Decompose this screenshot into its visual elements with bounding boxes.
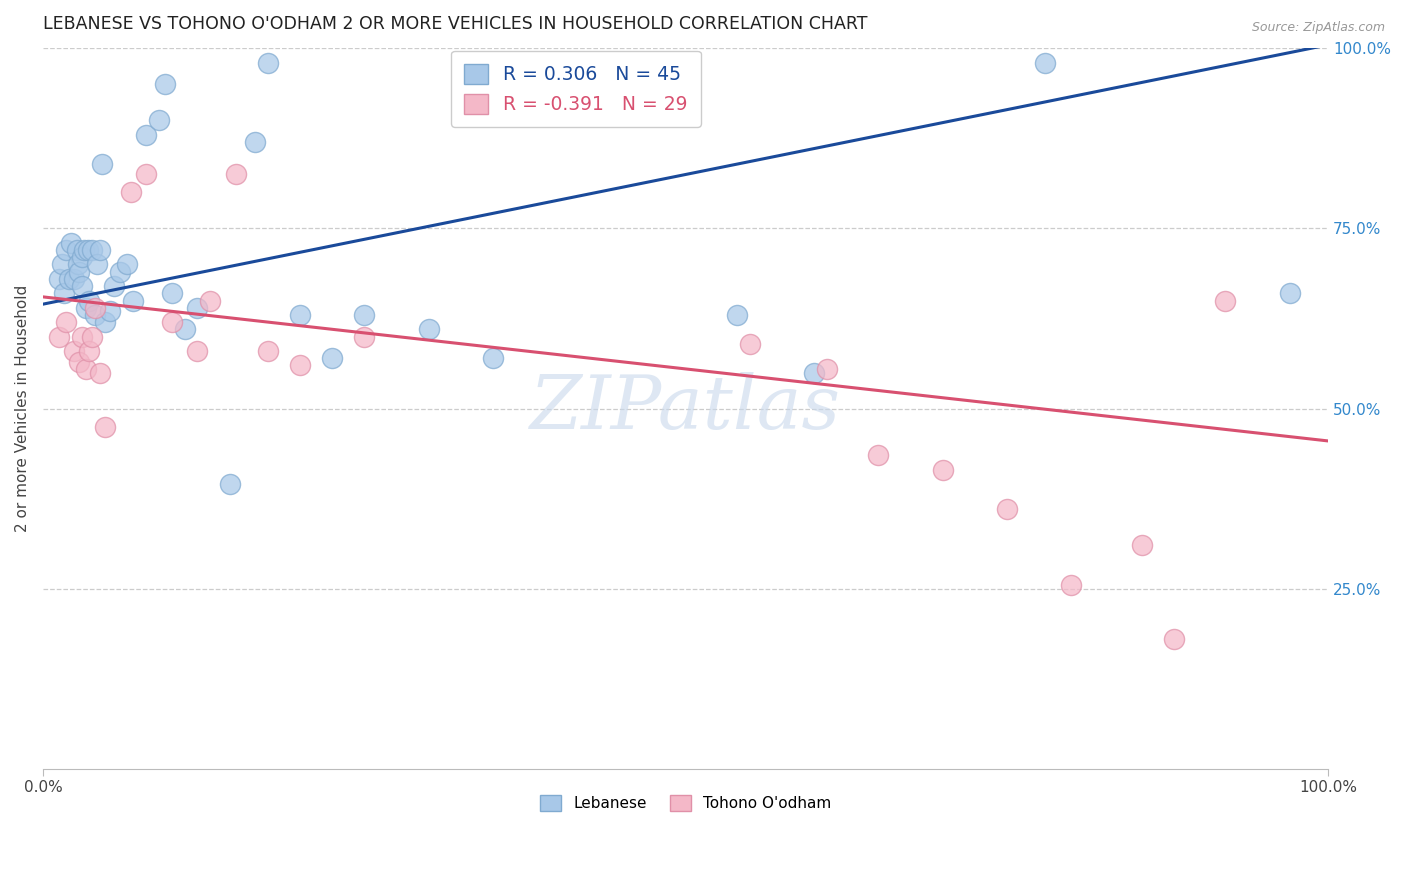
Point (160, 315, 183, 329)
Point (80, 243, 103, 257)
Point (94, 315, 117, 329)
Point (353, 308, 375, 322)
Point (148, 113, 170, 128)
Point (218, 477, 240, 491)
Point (257, 55, 280, 70)
Point (122, 293, 145, 308)
Point (60, 235, 83, 250)
Point (160, 286, 183, 301)
Point (52, 286, 75, 301)
Point (186, 343, 208, 358)
Point (79, 293, 101, 308)
Text: ZIPatlas: ZIPatlas (530, 372, 841, 445)
Point (83, 301, 105, 315)
Point (418, 322, 440, 336)
Point (67, 265, 90, 279)
Point (91, 156, 114, 170)
Point (115, 258, 138, 272)
Point (110, 265, 132, 279)
Point (89, 243, 111, 257)
Point (89, 366, 111, 380)
Point (155, 78, 177, 92)
Point (931, 463, 953, 477)
Point (58, 272, 80, 286)
Point (63, 272, 86, 286)
Point (70, 279, 93, 293)
Point (1035, 55, 1057, 70)
Point (173, 322, 195, 336)
Point (79, 343, 101, 358)
Text: LEBANESE VS TOHONO O'ODHAM 2 OR MORE VEHICLES IN HOUSEHOLD CORRELATION CHART: LEBANESE VS TOHONO O'ODHAM 2 OR MORE VEH… (44, 15, 868, 33)
Point (225, 168, 247, 182)
Point (353, 329, 375, 343)
Point (482, 351, 505, 365)
Point (725, 308, 748, 322)
Point (321, 351, 343, 365)
Point (86, 258, 108, 272)
Point (65, 243, 87, 257)
Point (94, 419, 117, 434)
Point (70, 250, 93, 264)
Point (80, 329, 103, 343)
Point (67, 355, 90, 369)
Point (120, 186, 142, 200)
Point (75, 362, 97, 376)
Point (55, 315, 77, 329)
Point (70, 329, 93, 343)
Point (290, 359, 312, 373)
Point (186, 301, 208, 315)
Point (200, 293, 222, 308)
Point (1215, 293, 1237, 308)
Point (98, 304, 121, 318)
Point (73, 243, 96, 257)
Point (1163, 632, 1185, 646)
Point (48, 272, 70, 286)
Point (995, 502, 1018, 516)
Point (1278, 286, 1301, 301)
Point (75, 301, 97, 315)
Y-axis label: 2 or more Vehicles in Household: 2 or more Vehicles in Household (15, 285, 30, 533)
Point (245, 135, 267, 149)
Point (63, 343, 86, 358)
Legend: Lebanese, Tohono O'odham: Lebanese, Tohono O'odham (534, 789, 838, 817)
Point (868, 448, 890, 462)
Point (83, 308, 105, 322)
Text: Source: ZipAtlas.com: Source: ZipAtlas.com (1251, 21, 1385, 34)
Point (1060, 578, 1083, 592)
Point (103, 279, 125, 293)
Point (51, 258, 73, 272)
Point (815, 362, 838, 376)
Point (77, 243, 100, 257)
Point (135, 168, 157, 182)
Point (738, 336, 761, 351)
Point (1130, 538, 1153, 552)
Point (66, 258, 89, 272)
Point (135, 128, 157, 142)
Point (290, 308, 312, 322)
Point (55, 243, 77, 257)
Point (803, 366, 825, 380)
Point (257, 343, 280, 358)
Point (48, 329, 70, 343)
